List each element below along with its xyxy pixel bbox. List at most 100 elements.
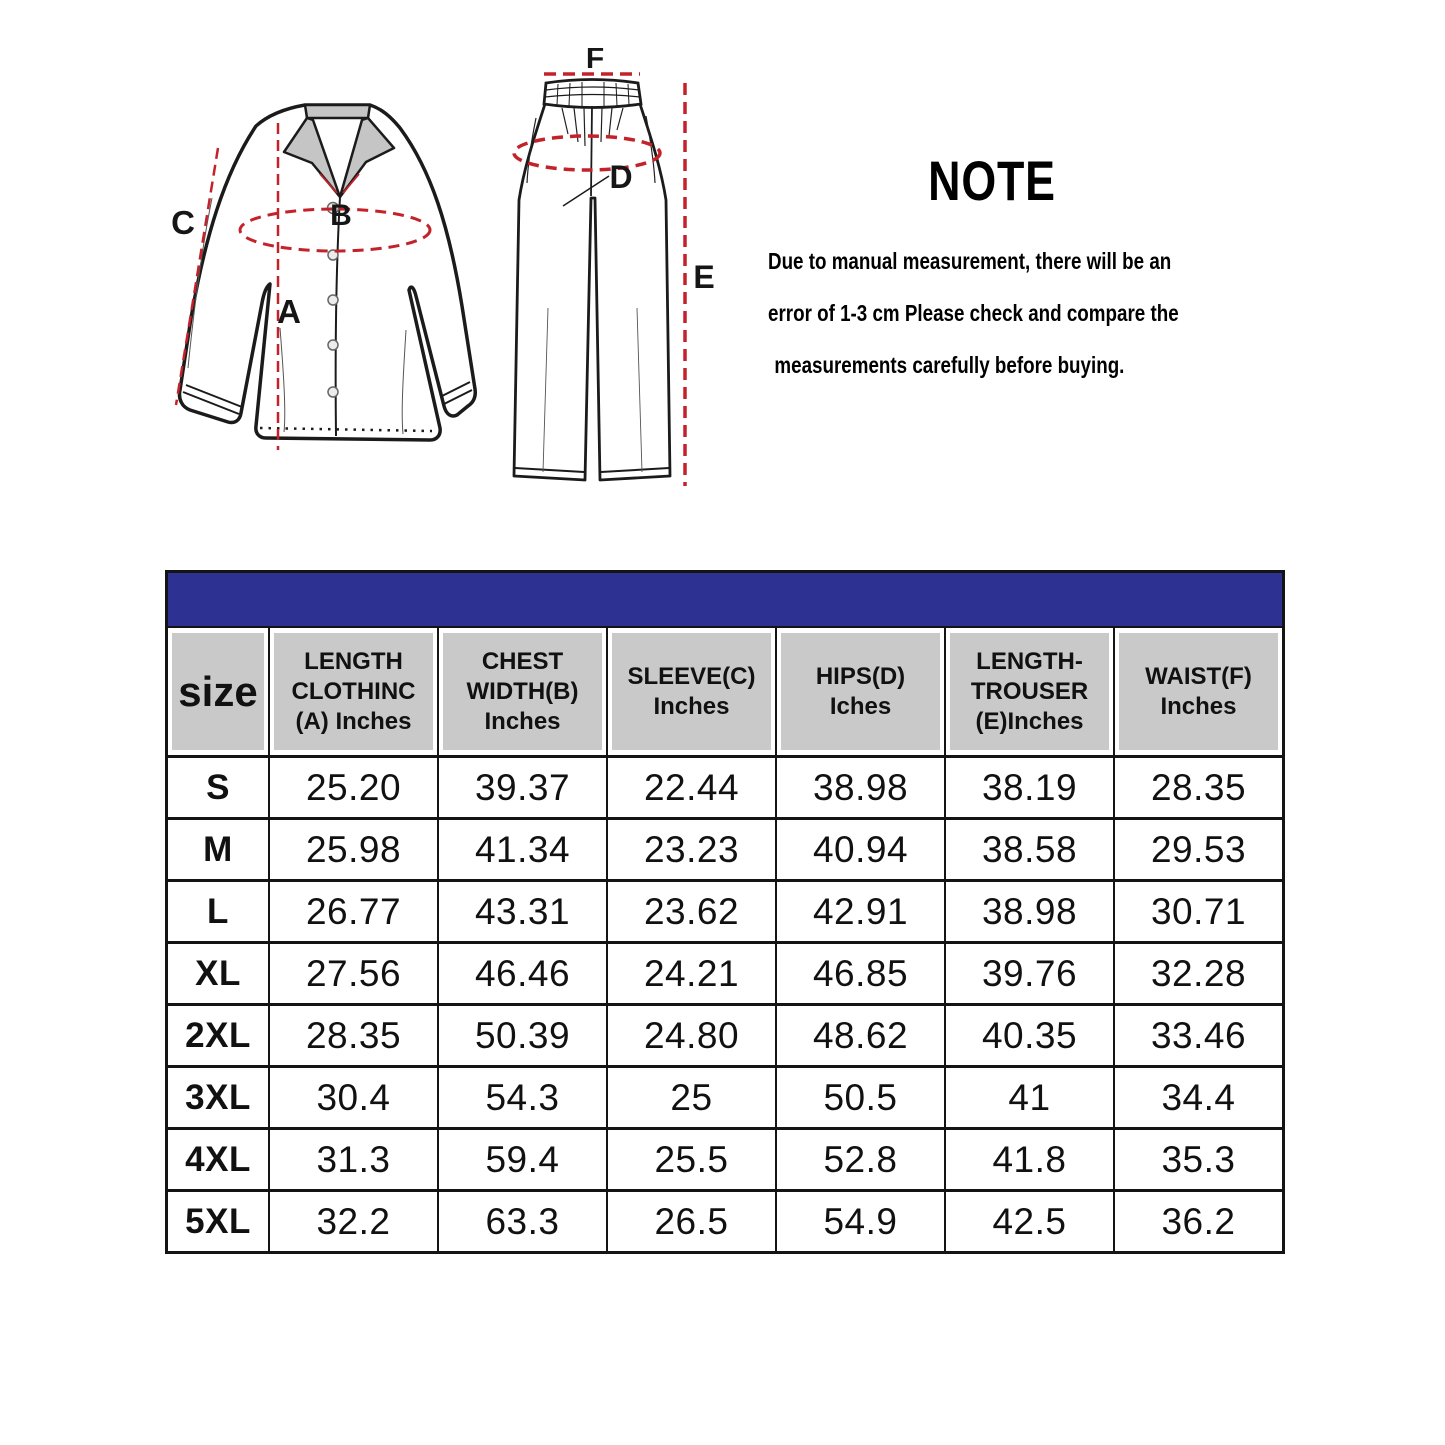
- value-cell: 34.4: [1113, 1065, 1282, 1127]
- value-cell: 46.85: [775, 941, 944, 1003]
- value-cell: 30.71: [1113, 879, 1282, 941]
- button-column: [326, 201, 340, 398]
- value-cell: 25.98: [268, 817, 437, 879]
- value-cell: 40.94: [775, 817, 944, 879]
- label-B: B: [330, 199, 352, 232]
- value-cell: 40.35: [944, 1003, 1113, 1065]
- value-cell: 39.37: [437, 755, 606, 817]
- note-title: NOTE: [928, 149, 1056, 212]
- value-cell: 39.76: [944, 941, 1113, 1003]
- pajama-top-diagram: A B C: [171, 103, 477, 450]
- note-section: NOTE Due to manual measurement, there wi…: [768, 148, 1216, 391]
- value-cell: 26.77: [268, 879, 437, 941]
- label-C: C: [171, 204, 195, 241]
- front-seam: [590, 105, 593, 197]
- note-line: error of 1-3 cm Please check and compare…: [768, 300, 1179, 326]
- trousers-outline: [512, 78, 672, 482]
- center-front-line: [334, 196, 341, 437]
- value-cell: 31.3: [268, 1127, 437, 1189]
- value-cell: 38.58: [944, 817, 1113, 879]
- pajama-top-outline: [177, 103, 477, 442]
- value-cell: 22.44: [606, 755, 775, 817]
- value-cell: 23.23: [606, 817, 775, 879]
- crease-lines: [187, 197, 407, 435]
- size-cell: 4XL: [168, 1127, 268, 1189]
- size-cell: L: [168, 879, 268, 941]
- leg-creases: [542, 307, 643, 473]
- value-cell: 50.39: [437, 1003, 606, 1065]
- size-cell: S: [168, 755, 268, 817]
- lapel-roll-lines: [319, 173, 360, 194]
- value-cell: 38.19: [944, 755, 1113, 817]
- table-row: 5XL 32.2 63.3 26.5 54.9 42.5 36.2: [168, 1189, 1282, 1251]
- note-line: Due to manual measurement, there will be…: [768, 248, 1172, 274]
- value-cell: 41: [944, 1065, 1113, 1127]
- header-size: size: [168, 628, 268, 755]
- right-cuff-lines: [441, 381, 473, 405]
- size-cell: M: [168, 817, 268, 879]
- value-cell: 25: [606, 1065, 775, 1127]
- value-cell: 54.3: [437, 1065, 606, 1127]
- table-row: 4XL 31.3 59.4 25.5 52.8 41.8 35.3: [168, 1127, 1282, 1189]
- size-cell: 3XL: [168, 1065, 268, 1127]
- measure-ellipse-B: [238, 207, 432, 253]
- waistband-stitches: [556, 82, 630, 107]
- value-cell: 63.3: [437, 1189, 606, 1251]
- value-cell: 41.8: [944, 1127, 1113, 1189]
- measure-line-C: [174, 147, 220, 406]
- header-length-trouser: LENGTH- TROUSER (E)Inches: [944, 628, 1113, 755]
- header-chest-width: CHEST WIDTH(B) Inches: [437, 628, 606, 755]
- value-cell: 27.56: [268, 941, 437, 1003]
- note-line: measurements carefully before buying.: [774, 352, 1125, 378]
- value-cell: 24.21: [606, 941, 775, 1003]
- value-cell: 30.4: [268, 1065, 437, 1127]
- label-A: A: [277, 293, 301, 330]
- value-cell: 24.80: [606, 1003, 775, 1065]
- value-cell: 23.62: [606, 879, 775, 941]
- table-row: 3XL 30.4 54.3 25 50.5 41 34.4: [168, 1065, 1282, 1127]
- trouser-hems: [514, 467, 670, 473]
- value-cell: 35.3: [1113, 1127, 1282, 1189]
- pajama-top-collar: [282, 103, 396, 199]
- value-cell: 25.5: [606, 1127, 775, 1189]
- value-cell: 36.2: [1113, 1189, 1282, 1251]
- value-cell: 43.31: [437, 879, 606, 941]
- value-cell: 54.9: [775, 1189, 944, 1251]
- value-cell: 32.28: [1113, 941, 1282, 1003]
- header-hips: HIPS(D) Iches: [775, 628, 944, 755]
- value-cell: 42.5: [944, 1189, 1113, 1251]
- size-table: size LENGTH CLOTHINC (A) Inches CHEST WI…: [165, 570, 1285, 1254]
- left-cuff-lines: [182, 384, 243, 415]
- value-cell: 29.53: [1113, 817, 1282, 879]
- table-row: M 25.98 41.34 23.23 40.94 38.58 29.53: [168, 817, 1282, 879]
- note-paragraph: Due to manual measurement, there will be…: [768, 235, 1216, 391]
- value-cell: 28.35: [268, 1003, 437, 1065]
- value-cell: 28.35: [1113, 755, 1282, 817]
- value-cell: 32.2: [268, 1189, 437, 1251]
- table-banner: [168, 573, 1282, 628]
- label-F: F: [586, 48, 604, 75]
- value-cell: 33.46: [1113, 1003, 1282, 1065]
- waistband: [542, 78, 643, 109]
- value-cell: 26.5: [606, 1189, 775, 1251]
- value-cell: 25.20: [268, 755, 437, 817]
- table-row: 2XL 28.35 50.39 24.80 48.62 40.35 33.46: [168, 1003, 1282, 1065]
- label-E: E: [693, 259, 714, 295]
- value-cell: 41.34: [437, 817, 606, 879]
- pajama-trousers-diagram: F D E: [512, 48, 715, 486]
- label-D: D: [609, 159, 632, 195]
- table-row: L 26.77 43.31 23.62 42.91 38.98 30.71: [168, 879, 1282, 941]
- measure-ellipse-D: [512, 134, 662, 172]
- header-length-clothing: LENGTH CLOTHINC (A) Inches: [268, 628, 437, 755]
- label-D-leader-line: [562, 175, 610, 207]
- header-sleeve: SLEEVE(C) Inches: [606, 628, 775, 755]
- hem-dotted-line: [259, 426, 433, 433]
- value-cell: 38.98: [775, 755, 944, 817]
- value-cell: 48.62: [775, 1003, 944, 1065]
- table-row: S 25.20 39.37 22.44 38.98 38.19 28.35: [168, 755, 1282, 817]
- pleat-lines: [526, 107, 656, 184]
- value-cell: 52.8: [775, 1127, 944, 1189]
- table-row: XL 27.56 46.46 24.21 46.85 39.76 32.28: [168, 941, 1282, 1003]
- size-cell: XL: [168, 941, 268, 1003]
